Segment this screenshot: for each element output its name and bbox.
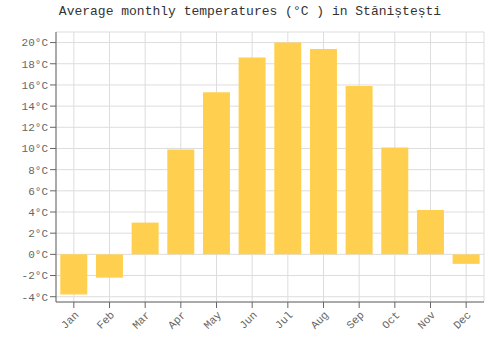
- svg-text:Mar: Mar: [130, 309, 152, 331]
- svg-text:Apr: Apr: [166, 309, 188, 331]
- svg-text:Jun: Jun: [237, 309, 259, 331]
- svg-text:0°C: 0°C: [28, 249, 48, 261]
- svg-text:Sep: Sep: [344, 309, 366, 331]
- svg-text:Jan: Jan: [59, 309, 81, 331]
- svg-text:14°C: 14°C: [22, 101, 49, 113]
- svg-text:10°C: 10°C: [22, 143, 49, 155]
- svg-text:Nov: Nov: [416, 309, 439, 332]
- svg-text:Jul: Jul: [273, 309, 295, 331]
- svg-text:16°C: 16°C: [22, 80, 49, 92]
- svg-text:-4°C: -4°C: [22, 292, 49, 304]
- svg-text:2°C: 2°C: [28, 228, 48, 240]
- svg-text:20°C: 20°C: [22, 37, 49, 49]
- svg-text:Aug: Aug: [309, 309, 331, 331]
- svg-text:4°C: 4°C: [28, 207, 48, 219]
- svg-text:Feb: Feb: [95, 309, 117, 331]
- svg-text:May: May: [202, 309, 225, 332]
- svg-text:18°C: 18°C: [22, 59, 49, 71]
- svg-text:-2°C: -2°C: [22, 270, 49, 282]
- svg-text:6°C: 6°C: [28, 186, 48, 198]
- html-text:Average monthly temperatures (: Average monthly temperatures (°C ) in St…: [58, 4, 442, 19]
- svg-text:Oct: Oct: [380, 309, 402, 331]
- svg-text:8°C: 8°C: [28, 165, 48, 177]
- svg-text:Dec: Dec: [451, 309, 473, 331]
- svg-text:12°C: 12°C: [22, 122, 49, 134]
